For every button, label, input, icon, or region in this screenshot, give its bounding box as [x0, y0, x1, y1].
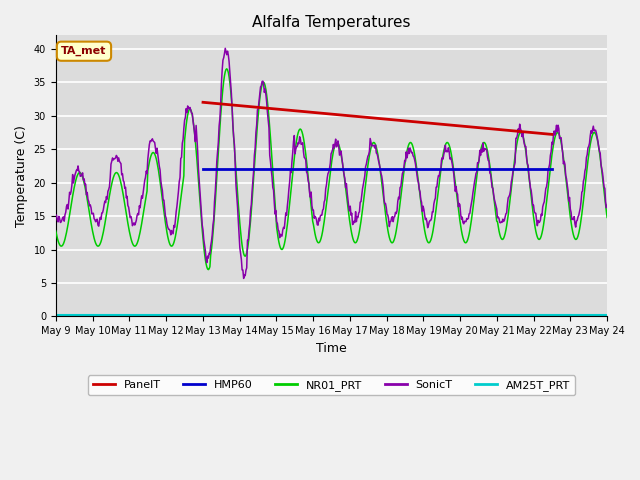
Legend: PanelT, HMP60, NR01_PRT, SonicT, AM25T_PRT: PanelT, HMP60, NR01_PRT, SonicT, AM25T_P…	[88, 375, 575, 395]
Y-axis label: Temperature (C): Temperature (C)	[15, 125, 28, 227]
Text: TA_met: TA_met	[61, 46, 107, 56]
Title: Alfalfa Temperatures: Alfalfa Temperatures	[252, 15, 411, 30]
X-axis label: Time: Time	[316, 342, 347, 355]
